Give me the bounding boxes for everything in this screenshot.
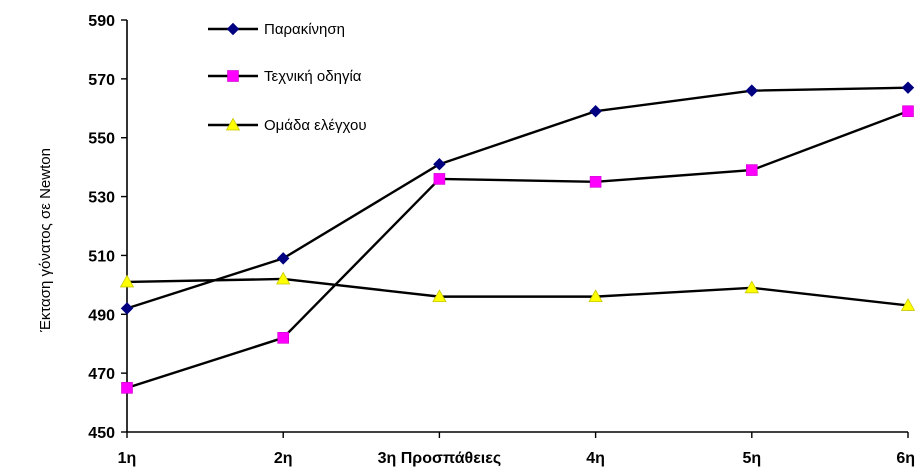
series-line-1 (126, 86, 909, 310)
y-tick-label: 590 (88, 13, 115, 30)
data-point-series-1 (589, 105, 602, 118)
legend: Παρακίνηση Τεχνική οδηγία Ομάδα ελέγχου (208, 21, 367, 134)
x-tick-label: 5η (742, 450, 761, 467)
series-markers (119, 81, 916, 394)
data-point-series-1 (276, 252, 290, 265)
y-tick-label: 470 (88, 366, 115, 383)
x-tick-label: 3η Προσπάθειες (378, 450, 502, 467)
data-point-series-2 (433, 173, 446, 185)
data-point-series-1 (901, 81, 915, 94)
data-point-series-3 (432, 289, 447, 303)
y-tick-label: 570 (88, 72, 115, 89)
series-line-2 (126, 110, 909, 389)
x-tick-label: 1η (118, 450, 137, 467)
x-tick-label: 4η (586, 450, 605, 467)
y-tick-label: 450 (88, 425, 115, 442)
axes: 450 470 490 510 530 550 570 590 1η 2η 3η Προσπάθει… (88, 13, 915, 467)
data-point-series-3 (588, 289, 603, 303)
data-point-series-3 (744, 280, 759, 294)
legend-label: Ομάδα ελέγχου (264, 117, 367, 134)
data-point-series-3 (900, 298, 916, 311)
data-point-series-3 (119, 274, 135, 288)
data-point-series-1 (120, 302, 134, 315)
data-point-series-2 (745, 164, 758, 176)
x-tick-label: 6η (896, 450, 915, 467)
legend-marker (227, 70, 239, 82)
y-tick-label: 490 (88, 307, 115, 324)
legend-marker (225, 117, 241, 131)
data-point-series-2 (277, 332, 290, 344)
data-point-series-2 (902, 105, 914, 118)
series-lines (126, 86, 909, 389)
data-point-series-3 (276, 271, 291, 285)
y-tick-label: 510 (88, 248, 115, 265)
x-tick-label: 2η (274, 450, 293, 467)
data-point-series-2 (121, 382, 133, 394)
legend-label: Παρακίνηση (264, 21, 345, 38)
data-point-series-2 (589, 176, 602, 188)
y-axis-label: Έκταση γόνατος σε Newton (37, 148, 54, 333)
y-tick-label: 530 (88, 190, 115, 207)
data-point-series-1 (745, 84, 759, 97)
series-line-3 (126, 277, 909, 307)
data-point-series-1 (433, 157, 446, 171)
y-tick-label: 550 (88, 131, 115, 148)
legend-marker (226, 22, 240, 36)
legend-label: Τεχνική οδηγία (264, 68, 362, 85)
